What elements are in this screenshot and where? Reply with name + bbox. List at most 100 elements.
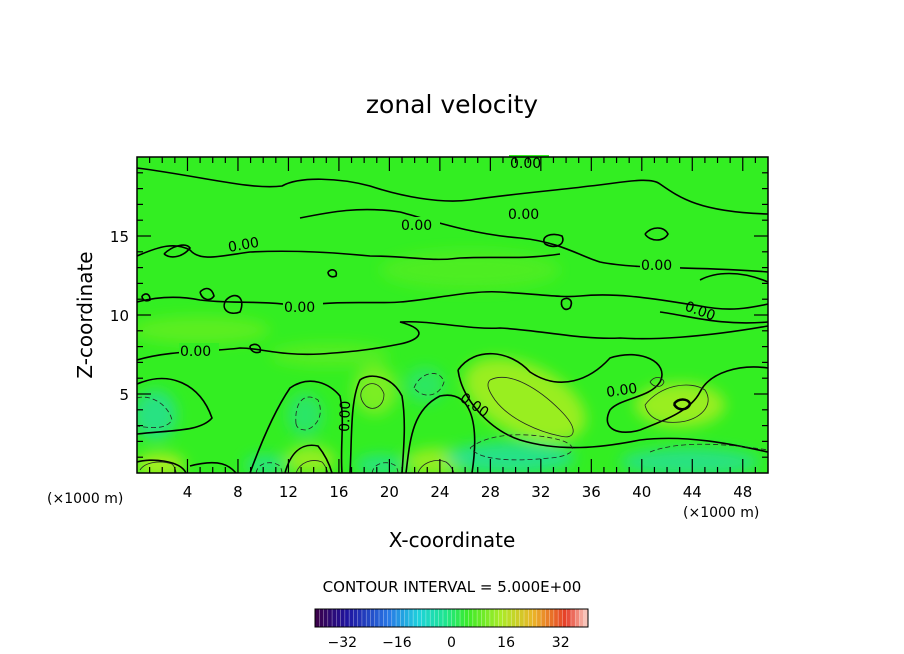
- contour-line: [295, 460, 329, 473]
- colorbar-tick-label: −16: [382, 635, 412, 651]
- colorbar-swatch: [340, 609, 346, 627]
- contour-line: [137, 396, 173, 429]
- contour-label: 0.00: [180, 344, 211, 360]
- contour-line: [137, 244, 561, 261]
- contour-line: [349, 375, 406, 473]
- x-tick-label: 24: [430, 483, 449, 501]
- y-axis: 5 10 15: [110, 172, 768, 458]
- colorbar-tick-label: 16: [497, 635, 515, 651]
- contour-line: [649, 443, 768, 453]
- colorbar-swatch: [387, 609, 393, 627]
- colorbar-swatch: [370, 609, 376, 627]
- contour-line: [487, 376, 574, 438]
- contour-line: [327, 269, 338, 278]
- colorbar-swatch: [566, 609, 572, 627]
- colorbar-swatch: [536, 609, 542, 627]
- contour-line: [413, 373, 445, 396]
- x-tick-label: 36: [582, 483, 601, 501]
- contour-label: 0.00: [401, 218, 432, 234]
- colorbar-swatch: [374, 609, 380, 627]
- contour-line: [137, 377, 213, 435]
- contour-line: [560, 297, 573, 311]
- x-units-left: (×1000 m): [47, 491, 123, 507]
- contour-line: [644, 227, 669, 241]
- colorbar-swatch: [336, 609, 341, 627]
- x-tick-label: 20: [380, 483, 399, 501]
- colorbar-swatch: [349, 609, 354, 627]
- colorbar-swatch: [357, 609, 363, 627]
- contour-line: [163, 244, 191, 258]
- x-tick-label: 12: [279, 483, 298, 501]
- contour-line: [284, 444, 333, 473]
- contour-label: 0.00: [284, 300, 315, 316]
- colorbar-swatch: [404, 609, 410, 627]
- x-units-right: (×1000 m): [683, 505, 759, 521]
- colorbar-swatch: [541, 609, 546, 627]
- contour-label: 0.00: [337, 400, 354, 432]
- colorbar-swatch: [366, 609, 371, 627]
- colorbar-swatch: [558, 609, 563, 627]
- colorbar-swatch: [532, 609, 538, 627]
- colorbar-swatch: [319, 609, 324, 627]
- colorbar-swatch: [315, 609, 320, 627]
- colorbar-swatch: [425, 609, 431, 627]
- colorbar-swatch: [413, 609, 418, 627]
- contour-line: [417, 460, 455, 473]
- colorbar: [314, 608, 589, 628]
- plot-area: [137, 157, 768, 473]
- x-axis-label: X-coordinate: [389, 528, 516, 552]
- contour-line: [295, 396, 321, 431]
- colorbar-swatch: [383, 609, 388, 627]
- colorbar-swatch: [570, 609, 576, 627]
- colorbar-swatch: [417, 609, 422, 627]
- contour-line: [457, 369, 768, 453]
- colorbar-swatch: [524, 609, 529, 627]
- x-tick-label: 8: [233, 483, 243, 501]
- colorbar-swatch: [464, 609, 469, 627]
- colorbar-swatch: [494, 609, 499, 627]
- y-tick-label: 5: [119, 386, 129, 404]
- colorbar-swatch: [502, 609, 508, 627]
- contour-line: [644, 384, 709, 423]
- contour-line: [137, 459, 187, 473]
- field-shading: [137, 250, 760, 473]
- contour-label: 0.00: [605, 381, 638, 401]
- colorbar-swatch: [361, 609, 367, 627]
- colorbar-swatch: [451, 609, 457, 627]
- colorbar-swatch: [438, 609, 444, 627]
- colorbar-swatch: [472, 609, 478, 627]
- colorbar-swatch: [562, 609, 567, 627]
- contour-line: [405, 394, 476, 473]
- contour-line: [469, 434, 573, 461]
- colorbar-swatch: [553, 609, 559, 627]
- colorbar-swatch: [485, 609, 491, 627]
- colorbar-swatch: [421, 609, 427, 627]
- colorbar-tick-label: 32: [552, 635, 570, 651]
- colorbar-swatch: [549, 609, 555, 627]
- colorbar-swatch: [327, 609, 333, 627]
- contour-line: [360, 383, 385, 409]
- colorbar-swatch: [353, 609, 358, 627]
- colorbar-swatch: [408, 609, 414, 627]
- colorbar-swatch: [489, 609, 495, 627]
- contour-line: [137, 320, 768, 361]
- contour-line-strong: [672, 398, 692, 411]
- zero-contours: [137, 167, 768, 473]
- contour-line: [223, 294, 243, 315]
- contour-line: [199, 287, 215, 301]
- contour-interval-text: CONTOUR INTERVAL = 5.000E+00: [323, 578, 582, 596]
- colorbar-swatch: [519, 609, 525, 627]
- y-axis-label: Z-coordinate: [73, 251, 97, 378]
- colorbar-tick-label: −32: [328, 635, 358, 651]
- colorbar-swatch: [442, 609, 448, 627]
- colorbar-swatch: [498, 609, 503, 627]
- positive-contours: [139, 376, 709, 473]
- y-tick-label: 15: [110, 228, 129, 246]
- x-axis: 4 8 12 16 20 24 28 32 36 40 44 48: [149, 157, 756, 501]
- x-tick-label: 48: [733, 483, 752, 501]
- contour-line: [249, 380, 344, 473]
- contour-line: [249, 343, 262, 354]
- contour-line: [189, 461, 237, 473]
- colorbar-tick-label: 0: [447, 635, 456, 651]
- colorbar-swatch: [583, 609, 589, 627]
